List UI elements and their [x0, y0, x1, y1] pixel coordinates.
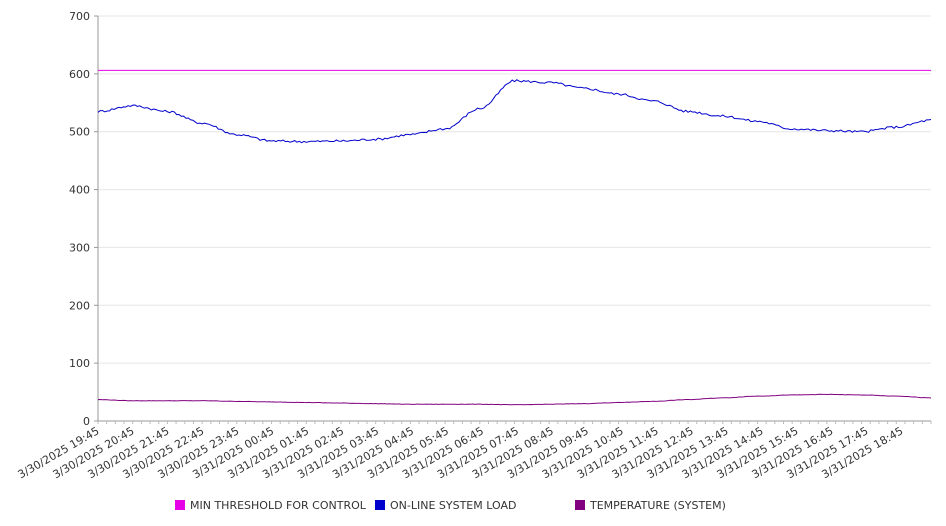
y-tick-label: 0: [83, 415, 90, 428]
series-lines: [97, 69, 932, 406]
legend-swatch: [175, 500, 185, 510]
series-line-1: [97, 79, 932, 144]
y-tick-label: 200: [69, 299, 90, 312]
series-line-2: [97, 393, 932, 406]
y-tick-label: 100: [69, 357, 90, 370]
legend: MIN THRESHOLD FOR CONTROL ON-LINE SYSTEM …: [175, 499, 726, 512]
y-tick-label: 300: [69, 241, 90, 254]
legend-swatch: [575, 500, 585, 510]
y-tick-label: 600: [69, 68, 90, 81]
x-axis-ticks: 3/30/2025 19:453/30/2025 20:453/30/2025 …: [16, 421, 932, 481]
legend-label: ON-LINE SYSTEM LOAD: [390, 499, 516, 512]
legend-label: TEMPERATURE (SYSTEM): [589, 499, 726, 512]
y-tick-label: 700: [69, 10, 90, 23]
grid-lines: [98, 15, 931, 364]
y-axis-ticks: 0 100 200 300 400 500 600 700: [69, 10, 98, 428]
axes: [97, 16, 931, 422]
legend-label: MIN THRESHOLD FOR CONTROL: [190, 499, 367, 512]
y-tick-label: 400: [69, 184, 90, 197]
legend-swatch: [375, 500, 385, 510]
y-tick-label: 500: [69, 126, 90, 139]
